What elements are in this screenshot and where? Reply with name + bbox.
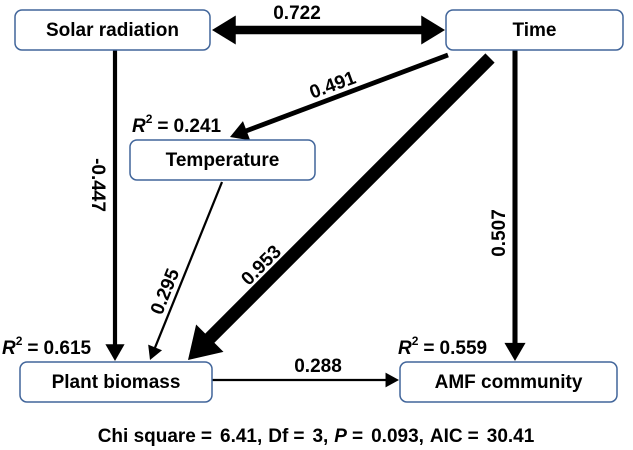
- r2-power: 2: [412, 334, 419, 348]
- path-coefficient: 0.507: [489, 209, 510, 257]
- r2-value: 0.615: [44, 338, 92, 359]
- statistic-value: 3: [312, 426, 323, 447]
- arrow: [242, 52, 449, 135]
- node-box: [14, 9, 211, 51]
- r2-power: 2: [146, 112, 153, 126]
- arrowhead: [148, 344, 163, 360]
- separator: ,: [419, 426, 424, 447]
- arrowhead: [212, 15, 236, 45]
- r2-symbol: R: [132, 116, 146, 137]
- statistic-name: Df: [268, 426, 289, 447]
- statistic-name: AIC: [430, 426, 463, 447]
- separator: ,: [257, 426, 262, 447]
- arrowhead: [421, 15, 445, 45]
- r2-power: 2: [16, 334, 23, 348]
- arrowhead: [385, 372, 399, 388]
- statistic-equals: =: [468, 426, 479, 447]
- statistic-value: 0.093: [371, 426, 419, 447]
- path-coefficient: -0.447: [87, 158, 108, 212]
- fit-statistics: Chi square = 6.41, Df = 3, P = 0.093, AIC = 30.41: [98, 426, 535, 447]
- arrowhead: [504, 342, 526, 361]
- r-squared: R2 = 0.615: [2, 334, 92, 359]
- node-box: [445, 9, 624, 51]
- path-coefficient: 0.722: [273, 3, 321, 24]
- node-box: [399, 361, 618, 403]
- statistic-value: 30.41: [487, 426, 535, 447]
- node-label: Solar radiation: [46, 20, 179, 41]
- arrowhead: [105, 344, 125, 361]
- node-box: [19, 361, 213, 403]
- r2-value: 0.559: [440, 338, 488, 359]
- node-box: [129, 139, 316, 181]
- r2-equals: =: [157, 116, 168, 137]
- statistic-name: Chi square: [98, 426, 196, 447]
- r-squared: R2 = 0.241: [132, 112, 222, 137]
- node-label: Plant biomass: [52, 372, 181, 393]
- r2-symbol: R: [2, 338, 16, 359]
- statistic-value: 6.41: [220, 426, 257, 447]
- r-squared: R2 = 0.559: [398, 334, 487, 359]
- separator: ,: [323, 426, 328, 447]
- arrow: [200, 53, 495, 348]
- r2-equals: =: [423, 338, 434, 359]
- r2-equals: =: [27, 338, 38, 359]
- arrowhead: [230, 121, 251, 141]
- node-label: Temperature: [166, 150, 280, 171]
- path-coefficient: 0.288: [294, 356, 342, 377]
- statistic-name: P: [334, 426, 347, 447]
- arrow: [153, 181, 224, 351]
- statistic-equals: =: [201, 426, 212, 447]
- statistic-equals: =: [352, 426, 363, 447]
- statistic-equals: =: [293, 426, 304, 447]
- node-label: Time: [512, 20, 556, 41]
- node-label: AMF community: [435, 372, 583, 393]
- r2-symbol: R: [398, 338, 412, 359]
- r2-value: 0.241: [174, 116, 222, 137]
